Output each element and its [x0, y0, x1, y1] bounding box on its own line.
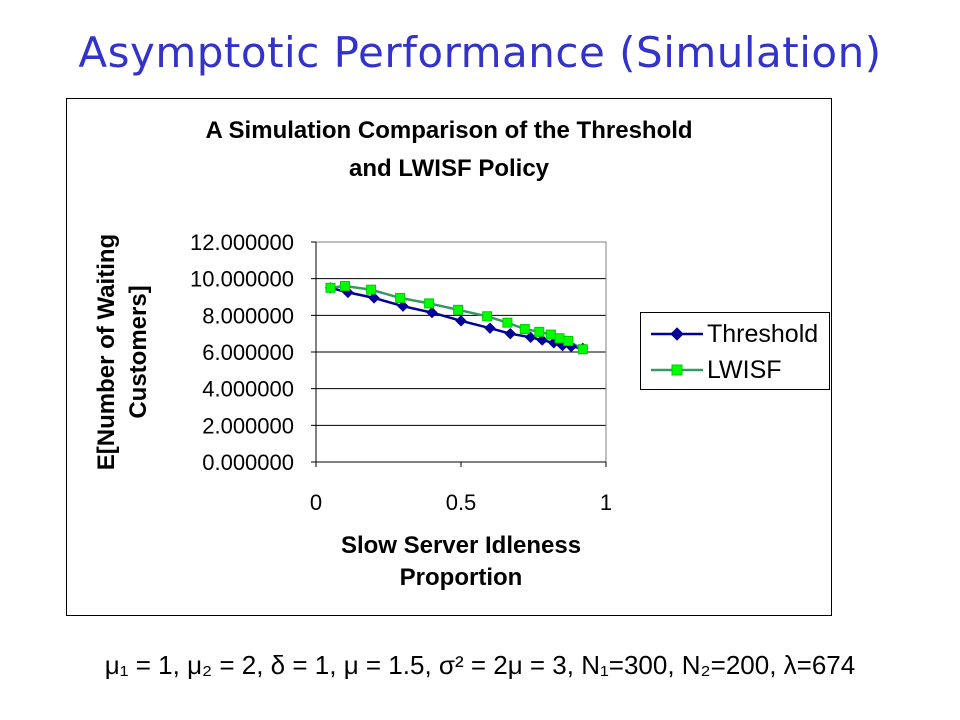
- point-lwisf-1: [340, 281, 350, 291]
- legend-swatch-threshold: [651, 327, 703, 341]
- point-lwisf-2: [366, 284, 377, 295]
- y-tick-label-1: 2.000000: [202, 413, 294, 438]
- legend-label-lwisf: LWISF: [707, 356, 782, 384]
- point-threshold-6: [484, 322, 496, 334]
- point-threshold-3: [397, 300, 409, 312]
- point-threshold-9: [536, 334, 548, 346]
- legend-item-lwisf: LWISF: [641, 355, 829, 385]
- point-lwisf-7: [502, 317, 513, 328]
- point-lwisf-6: [482, 311, 493, 322]
- point-threshold-2: [368, 292, 380, 304]
- point-lwisf-4: [424, 298, 435, 309]
- tick-labels: 0.000000 2.000000 4.000000 6.000000 8.000000…: [190, 230, 612, 515]
- point-lwisf-12: [563, 336, 574, 346]
- legend-label-threshold: Threshold: [707, 320, 819, 348]
- x-axis-label-line2: Proportion: [400, 564, 523, 591]
- point-lwisf-9: [534, 326, 545, 337]
- x-tick-label-1: 0.5: [446, 490, 477, 515]
- chart-title-line1: A Simulation Comparison of the Threshold: [205, 117, 693, 144]
- point-lwisf-10: [545, 329, 556, 340]
- parameter-footnote: μ₁ = 1, μ₂ = 2, δ = 1, μ = 1.5, σ² = 2μ …: [104, 650, 856, 680]
- axes: [311, 241, 607, 467]
- y-axis-label-line1: E[Number of Waiting: [93, 234, 120, 470]
- x-axis-label-line1: Slow Server Idleness: [341, 532, 581, 559]
- y-tick-label-0: 0.000000: [202, 450, 294, 475]
- point-threshold-7: [504, 327, 517, 340]
- y-tick-label-6: 12.000000: [190, 230, 294, 255]
- series-markers: [324, 281, 589, 355]
- chart-legend: Threshold LWISF: [640, 312, 830, 390]
- x-tick-label-0: 0: [310, 490, 322, 515]
- point-threshold-4: [426, 306, 438, 319]
- point-lwisf-11: [554, 333, 565, 344]
- point-lwisf-5: [453, 304, 464, 315]
- y-tick-label-5: 10.000000: [190, 267, 294, 292]
- point-lwisf-3: [395, 292, 406, 303]
- point-threshold-8: [524, 331, 537, 344]
- x-tick-label-2: 1: [600, 490, 612, 515]
- legend-swatch-lwisf: [651, 364, 703, 376]
- y-tick-label-2: 4.000000: [202, 377, 294, 402]
- slide-title: Asymptotic Performance (Simulation): [78, 28, 882, 77]
- y-axis-label-line2: Customers]: [125, 285, 152, 418]
- chart-title-line2: and LWISF Policy: [348, 155, 550, 182]
- point-lwisf-8: [519, 324, 530, 335]
- y-tick-label-3: 6.000000: [202, 340, 294, 365]
- point-threshold-5: [455, 315, 467, 327]
- y-tick-label-4: 8.000000: [202, 303, 294, 328]
- legend-item-threshold: Threshold: [641, 319, 829, 349]
- point-lwisf-0: [325, 282, 336, 293]
- point-lwisf-13: [577, 344, 588, 355]
